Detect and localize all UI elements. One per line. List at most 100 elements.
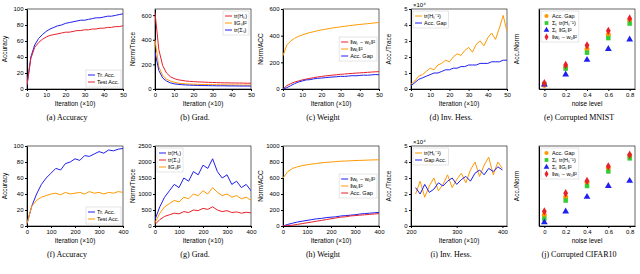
y-tick-label: 20: [17, 207, 24, 213]
x-tick-label: 0: [154, 229, 158, 235]
x-tick: 300: [222, 226, 233, 235]
legend-swatch: [544, 171, 548, 178]
legend-label: tr(Σₛ): [234, 27, 247, 33]
y-axis-line: [539, 147, 540, 227]
y-tick: 100: [13, 143, 27, 149]
x-tick-label: 20: [319, 92, 326, 98]
y-tick-label: 1: [404, 207, 408, 213]
legend: Tr. Acc.Test Acc.: [86, 207, 121, 224]
plot-frame: [155, 146, 251, 226]
x-tick-mark: [104, 89, 105, 91]
x-tick: 40: [485, 89, 492, 98]
x-tick-mark: [608, 89, 609, 91]
panel-caption: (j) Corrupted CIFAR10: [542, 250, 617, 259]
panel-caption: (i) Inv. Hess.: [430, 250, 471, 259]
legend-swatch: [544, 34, 548, 41]
y-tick: 40: [17, 54, 27, 60]
y-tick-mark: [409, 194, 411, 195]
y-tick-mark: [153, 210, 155, 211]
marks: [283, 160, 379, 226]
legend-box: [86, 207, 121, 224]
x-tick-mark: [457, 226, 458, 228]
y-axis-line: [155, 147, 156, 227]
x-tick-mark: [630, 226, 631, 228]
y-tick-label: 5: [404, 143, 408, 149]
y-tick-mark: [409, 162, 411, 163]
y-tick-label: 80: [17, 159, 24, 165]
x-tick-label: 30: [338, 92, 345, 98]
axis-multiplier: ×10⁴: [413, 139, 426, 145]
panel: 01020304050012345Iteration (×10)Acc./Tra…: [385, 2, 511, 122]
x-tick-label: 200: [406, 229, 417, 235]
x-axis-title: noise level: [572, 237, 603, 244]
y-tick: 0: [148, 86, 155, 92]
legend-label: Σₛ ‖Gₛ‖²: [552, 164, 572, 170]
x-tick-mark: [544, 226, 545, 228]
y-tick-label: 4: [404, 159, 408, 165]
legend-label: Tr. Acc.: [97, 72, 116, 78]
y-tick-mark: [281, 162, 283, 163]
y-tick-mark: [25, 226, 27, 227]
x-tick-label: 40: [101, 92, 108, 98]
panel: 00.20.40.60.8noise levelAcc./Norm(e) Cor…: [513, 9, 636, 122]
y-tick-label: 0: [20, 223, 24, 229]
marks: [155, 159, 251, 225]
x-tick-label: 100: [46, 229, 57, 235]
y-axis: [539, 10, 540, 90]
y-axis: 0200400600: [141, 10, 155, 93]
legend-label: tr(Hₛ⁻¹): [424, 150, 441, 156]
y-tick-mark: [281, 9, 283, 10]
y-tick-label: 500: [141, 207, 152, 213]
y-tick-mark: [25, 89, 27, 90]
scatter-point: [563, 198, 567, 202]
y-tick-mark: [25, 162, 27, 163]
x-tick: 10: [43, 89, 50, 98]
y-tick-mark: [25, 146, 27, 147]
y-tick-mark: [409, 41, 411, 42]
scatter-point: [541, 218, 548, 224]
legend: Tr. Acc.Test Acc.: [86, 70, 121, 87]
x-axis: 0100200300400: [154, 226, 257, 235]
x-tick-mark: [251, 89, 252, 91]
x-tick-label: 10: [43, 92, 50, 98]
scatter-point: [542, 79, 547, 87]
x-axis-title: Iteration (×10): [183, 100, 224, 108]
legend-swatch: [225, 16, 232, 17]
y-axis-title: Norm/Trace: [129, 169, 136, 203]
scatter-point: [585, 50, 589, 54]
y-tick-mark: [153, 15, 155, 16]
legend-swatch: [88, 82, 95, 83]
marks: [283, 22, 379, 89]
x-tick-mark: [566, 89, 567, 91]
y-tick-mark: [25, 178, 27, 179]
panel: 01020304050020406080100Iteration (×10)Ac…: [1, 6, 127, 122]
x-tick: 300: [350, 226, 361, 235]
y-tick: 400: [269, 191, 283, 197]
legend: Acc. GapΣₛ tr(Hₛ⁻¹)Σₛ ‖Gₛ‖²‖wₛ − w₀‖²: [541, 148, 579, 179]
scatter-point: [606, 36, 610, 40]
y-tick: 400: [269, 33, 283, 39]
x-tick-mark: [449, 89, 450, 91]
y-tick: 20: [17, 207, 27, 213]
x-tick: 0.6: [605, 226, 614, 235]
y-tick-label: 200: [141, 62, 152, 68]
plot-frame: [411, 146, 507, 226]
x-tick: 0: [543, 89, 547, 98]
x-tick-mark: [302, 89, 303, 91]
y-tick-mark: [409, 25, 411, 26]
scatter-point: [542, 207, 547, 215]
legend-label: ‖wₛ‖²: [350, 183, 363, 189]
x-tick-label: 50: [376, 92, 383, 98]
x-tick: 20: [191, 89, 198, 98]
series-line: [27, 14, 123, 85]
legend-box: [413, 148, 448, 165]
y-tick: 200: [141, 62, 155, 68]
y-tick: 800: [269, 159, 283, 165]
y-tick-label: 400: [141, 37, 152, 43]
legend-label: ‖wₛ − w₀‖²: [350, 39, 375, 45]
y-tick-label: 0: [276, 86, 280, 92]
x-tick: 200: [70, 226, 81, 235]
x-tick-label: 10: [427, 92, 434, 98]
y-tick-label: 20: [17, 70, 24, 76]
x-tick: 100: [174, 226, 185, 235]
